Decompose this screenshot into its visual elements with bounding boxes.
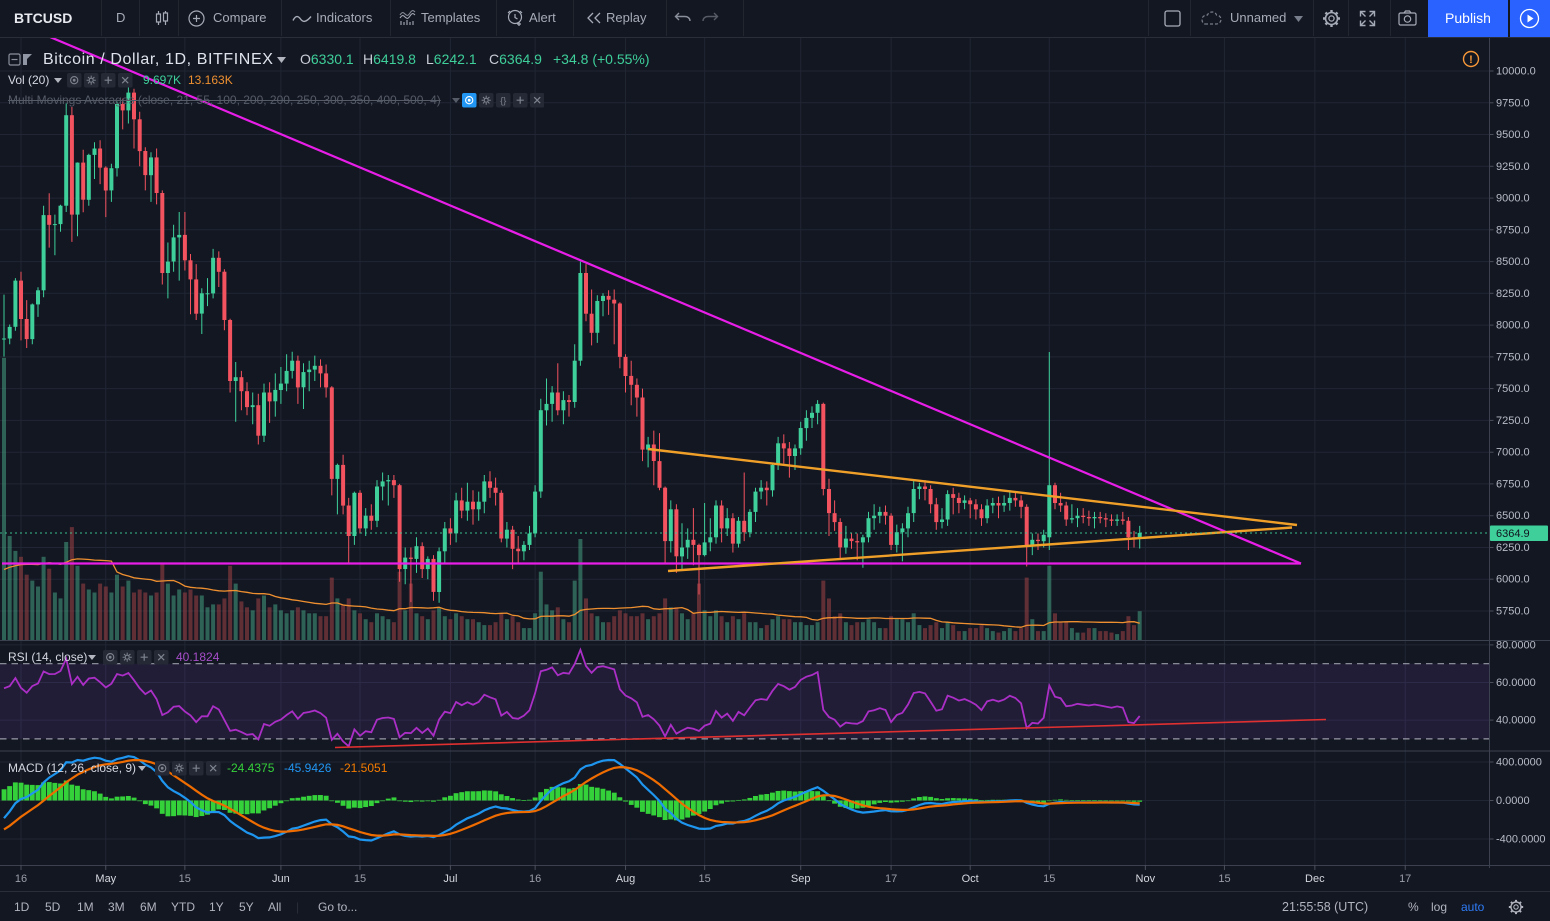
- svg-text:7500.0: 7500.0: [1496, 383, 1530, 395]
- svg-text:8000.0: 8000.0: [1496, 320, 1530, 332]
- svg-text:60.0000: 60.0000: [1496, 677, 1536, 689]
- svg-text:Sep: Sep: [791, 873, 811, 885]
- svg-text:16: 16: [529, 873, 541, 885]
- svg-text:8750.0: 8750.0: [1496, 224, 1530, 236]
- svg-text:15: 15: [179, 873, 191, 885]
- svg-text:15: 15: [1043, 873, 1055, 885]
- svg-text:{}: {}: [500, 96, 506, 106]
- svg-text:15: 15: [698, 873, 710, 885]
- svg-text:9000.0: 9000.0: [1496, 193, 1530, 205]
- svg-text:5750.0: 5750.0: [1496, 606, 1530, 618]
- svg-text:Jul: Jul: [443, 873, 457, 885]
- svg-text:Dec: Dec: [1305, 873, 1325, 885]
- svg-text:6250.0: 6250.0: [1496, 542, 1530, 554]
- svg-text:!: !: [1469, 54, 1473, 66]
- svg-text:9500.0: 9500.0: [1496, 129, 1530, 141]
- svg-text:Oct: Oct: [962, 873, 979, 885]
- svg-text:0.0000: 0.0000: [1496, 795, 1530, 807]
- svg-text:7000.0: 7000.0: [1496, 447, 1530, 459]
- svg-text:8250.0: 8250.0: [1496, 288, 1530, 300]
- svg-text:6750.0: 6750.0: [1496, 478, 1530, 490]
- svg-text:7750.0: 7750.0: [1496, 351, 1530, 363]
- svg-text:10000.0: 10000.0: [1496, 66, 1536, 78]
- svg-text:Aug: Aug: [616, 873, 636, 885]
- svg-text:9750.0: 9750.0: [1496, 97, 1530, 109]
- svg-text:May: May: [95, 873, 116, 885]
- svg-text:6500.0: 6500.0: [1496, 510, 1530, 522]
- svg-text:15: 15: [354, 873, 366, 885]
- svg-text:15: 15: [1218, 873, 1230, 885]
- svg-text:9250.0: 9250.0: [1496, 161, 1530, 173]
- svg-text:400.0000: 400.0000: [1496, 757, 1542, 769]
- svg-text:80.0000: 80.0000: [1496, 639, 1536, 651]
- svg-text:17: 17: [1399, 873, 1411, 885]
- svg-text:16: 16: [15, 873, 27, 885]
- svg-text:-400.0000: -400.0000: [1496, 834, 1546, 846]
- svg-text:7250.0: 7250.0: [1496, 415, 1530, 427]
- svg-text:6000.0: 6000.0: [1496, 574, 1530, 586]
- svg-text:Nov: Nov: [1136, 873, 1156, 885]
- svg-text:40.0000: 40.0000: [1496, 715, 1536, 727]
- svg-text:17: 17: [885, 873, 897, 885]
- svg-text:6364.9: 6364.9: [1496, 528, 1530, 540]
- svg-text:Jun: Jun: [272, 873, 290, 885]
- svg-text:8500.0: 8500.0: [1496, 256, 1530, 268]
